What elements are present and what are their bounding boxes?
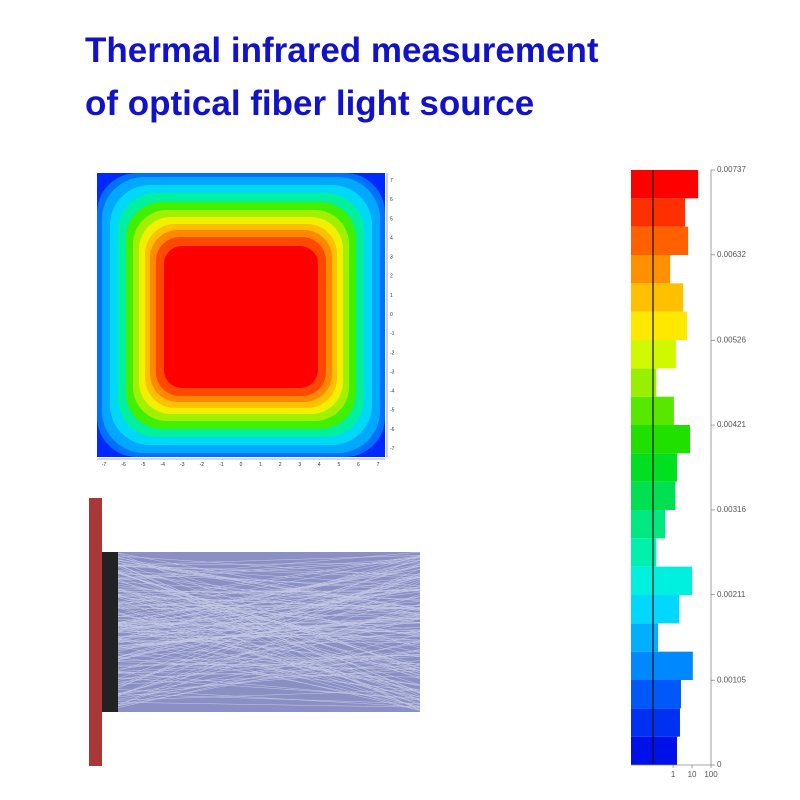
bar (631, 170, 699, 199)
y-tick-label: 0.00421 (717, 420, 746, 429)
bar (631, 226, 689, 255)
y-tick-label: 0.00105 (717, 675, 746, 684)
bar (631, 368, 657, 397)
bar (631, 708, 680, 737)
y-tick-label: -6 (390, 427, 395, 433)
x-tick-label: 3 (298, 462, 301, 468)
x-tick-label: 100 (704, 770, 718, 779)
x-tick-label: 7 (377, 462, 380, 468)
y-tick-label: 5 (390, 216, 393, 222)
y-tick-label: 6 (390, 197, 393, 203)
y-tick-label: 4 (390, 235, 393, 241)
bar (631, 283, 684, 312)
bar (631, 255, 671, 284)
bar (631, 538, 657, 567)
bar (631, 198, 686, 227)
x-tick-label: 0 (240, 462, 243, 468)
x-tick-label: -2 (200, 462, 205, 468)
title-line: of optical fiber light source (85, 84, 534, 123)
x-tick-label: 5 (337, 462, 340, 468)
x-tick-label: -1 (219, 462, 224, 468)
x-tick-label: 2 (279, 462, 282, 468)
y-tick-label: 0.00211 (717, 590, 746, 599)
x-tick-label: -6 (121, 462, 126, 468)
y-tick-label: -2 (390, 350, 395, 356)
y-tick-label: 0.00632 (717, 250, 746, 259)
y-tick-label: -1 (390, 331, 395, 337)
y-tick-label: 1 (390, 293, 393, 299)
y-tick-label: 7 (390, 178, 393, 184)
ray-trace (89, 498, 421, 766)
bar (631, 680, 681, 709)
x-tick-label: 10 (688, 770, 697, 779)
y-tick-label: 0 (717, 760, 722, 769)
bar (631, 510, 666, 539)
bar (631, 566, 693, 595)
y-tick-label: -5 (390, 408, 395, 414)
y-tick-label: 3 (390, 255, 393, 261)
bar (631, 651, 693, 680)
heatmap (97, 173, 388, 460)
x-tick-label: -4 (160, 462, 165, 468)
y-tick-label: 0.00737 (717, 165, 746, 174)
bar (631, 623, 659, 652)
x-tick-label: -5 (141, 462, 146, 468)
bar (631, 425, 691, 454)
bar (631, 311, 688, 340)
y-tick-label: -4 (390, 389, 395, 395)
x-tick-label: -7 (102, 462, 107, 468)
y-tick-label: 2 (390, 274, 393, 280)
bar (631, 453, 677, 482)
x-tick-label: 1 (671, 770, 676, 779)
heatmap-ticks: -7 -6 -5 -4 -3 -2 -1 0 1 2 3 4 5 6 7 7 6 5 4 3 2 1 0 -1 -2 -3 -4 -5… (102, 178, 395, 468)
title-line: Thermal infrared measurement (85, 31, 599, 70)
bar (631, 736, 677, 765)
y-tick-label: 0.00526 (717, 335, 746, 344)
y-tick-label: -3 (390, 369, 395, 375)
colorbar-histogram: 0 0.00105 0.00211 0.00316 0.00421 0.00526 0.00… (631, 165, 746, 779)
y-tick-label: 0 (390, 312, 393, 318)
x-tick-label: 4 (318, 462, 321, 468)
x-tick-label: -3 (180, 462, 185, 468)
y-tick-label: 0.00316 (717, 505, 746, 514)
x-tick-label: 6 (357, 462, 360, 468)
y-tick-label: -7 (390, 446, 395, 452)
x-tick-label: 1 (259, 462, 262, 468)
bar (631, 595, 680, 624)
